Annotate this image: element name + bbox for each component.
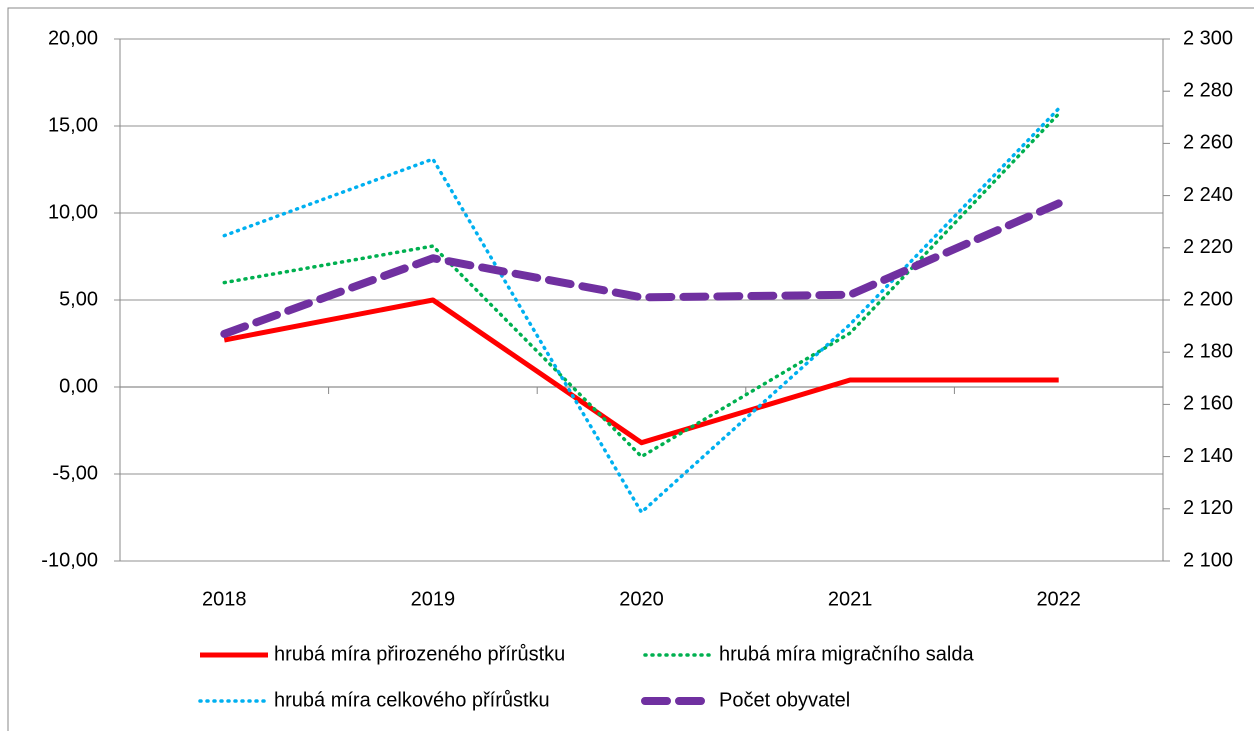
- x-tick-label: 2022: [1036, 588, 1081, 610]
- x-tick-label: 2021: [828, 588, 873, 610]
- legend-label: Počet obyvatel: [719, 689, 850, 711]
- y2-tick-label: 2 180: [1183, 340, 1233, 362]
- chart-border: [7, 7, 1254, 736]
- series-line: [223, 297, 1059, 446]
- y2-tick-label: 2 140: [1183, 445, 1233, 467]
- y-tick-label: 15,00: [48, 114, 98, 136]
- legend-label: hrubá míra celkového přírůstku: [274, 689, 550, 711]
- y-tick-label: 5,00: [59, 288, 98, 310]
- y-tick-label: 0,00: [59, 375, 98, 397]
- y-tick-label: -10,00: [41, 549, 98, 571]
- y2-tick-label: 2 200: [1183, 288, 1233, 310]
- series-line: [220, 199, 1063, 338]
- legend-label: hrubá míra přirozeného přírůstku: [274, 643, 565, 665]
- x-tick-label: 2020: [619, 588, 664, 610]
- y2-tick-label: 2 160: [1183, 393, 1233, 415]
- y-tick-label: -5,00: [52, 462, 98, 484]
- series-line: [222, 106, 1061, 515]
- y2-tick-label: 2 280: [1183, 79, 1233, 101]
- y-tick-label: 20,00: [48, 27, 98, 49]
- legend-label: hrubá míra migračního salda: [719, 643, 974, 665]
- y-tick-label: 10,00: [48, 201, 98, 223]
- y2-tick-label: 2 100: [1183, 549, 1233, 571]
- y2-tick-label: 2 300: [1183, 27, 1233, 49]
- y2-tick-label: 2 120: [1183, 497, 1233, 519]
- series-line: [222, 112, 1061, 459]
- y2-tick-label: 2 220: [1183, 236, 1233, 258]
- y2-tick-label: 2 240: [1183, 184, 1233, 206]
- y2-tick-label: 2 260: [1183, 132, 1233, 154]
- x-tick-label: 2019: [411, 588, 456, 610]
- x-tick-label: 2018: [202, 588, 247, 610]
